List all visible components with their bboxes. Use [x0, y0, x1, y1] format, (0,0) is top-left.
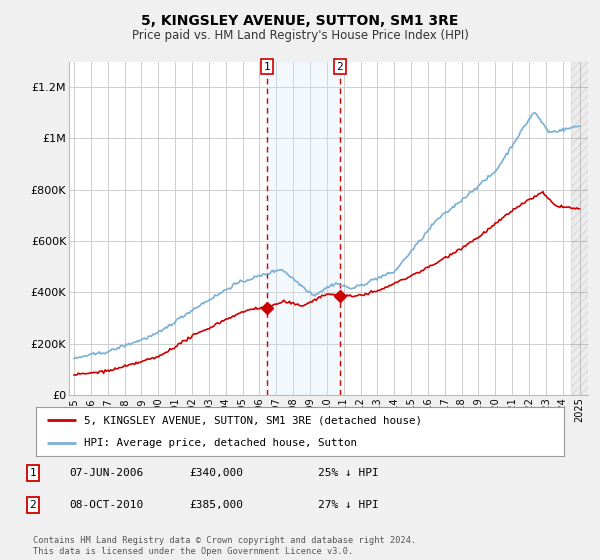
Bar — [267, 62, 340, 395]
Text: 1: 1 — [29, 468, 37, 478]
Text: Price paid vs. HM Land Registry's House Price Index (HPI): Price paid vs. HM Land Registry's House … — [131, 29, 469, 42]
Text: 1: 1 — [263, 62, 270, 72]
Text: £340,000: £340,000 — [189, 468, 243, 478]
Text: 07-JUN-2006: 07-JUN-2006 — [69, 468, 143, 478]
Text: 27% ↓ HPI: 27% ↓ HPI — [318, 500, 379, 510]
Bar — [571, 62, 588, 395]
Text: HPI: Average price, detached house, Sutton: HPI: Average price, detached house, Sutt… — [83, 438, 356, 448]
Text: 08-OCT-2010: 08-OCT-2010 — [69, 500, 143, 510]
Text: 5, KINGSLEY AVENUE, SUTTON, SM1 3RE: 5, KINGSLEY AVENUE, SUTTON, SM1 3RE — [142, 14, 458, 28]
Text: Contains HM Land Registry data © Crown copyright and database right 2024.
This d: Contains HM Land Registry data © Crown c… — [33, 536, 416, 556]
Text: 2: 2 — [29, 500, 37, 510]
Text: 25% ↓ HPI: 25% ↓ HPI — [318, 468, 379, 478]
Text: £385,000: £385,000 — [189, 500, 243, 510]
Text: 5, KINGSLEY AVENUE, SUTTON, SM1 3RE (detached house): 5, KINGSLEY AVENUE, SUTTON, SM1 3RE (det… — [83, 416, 422, 426]
Text: 2: 2 — [337, 62, 343, 72]
